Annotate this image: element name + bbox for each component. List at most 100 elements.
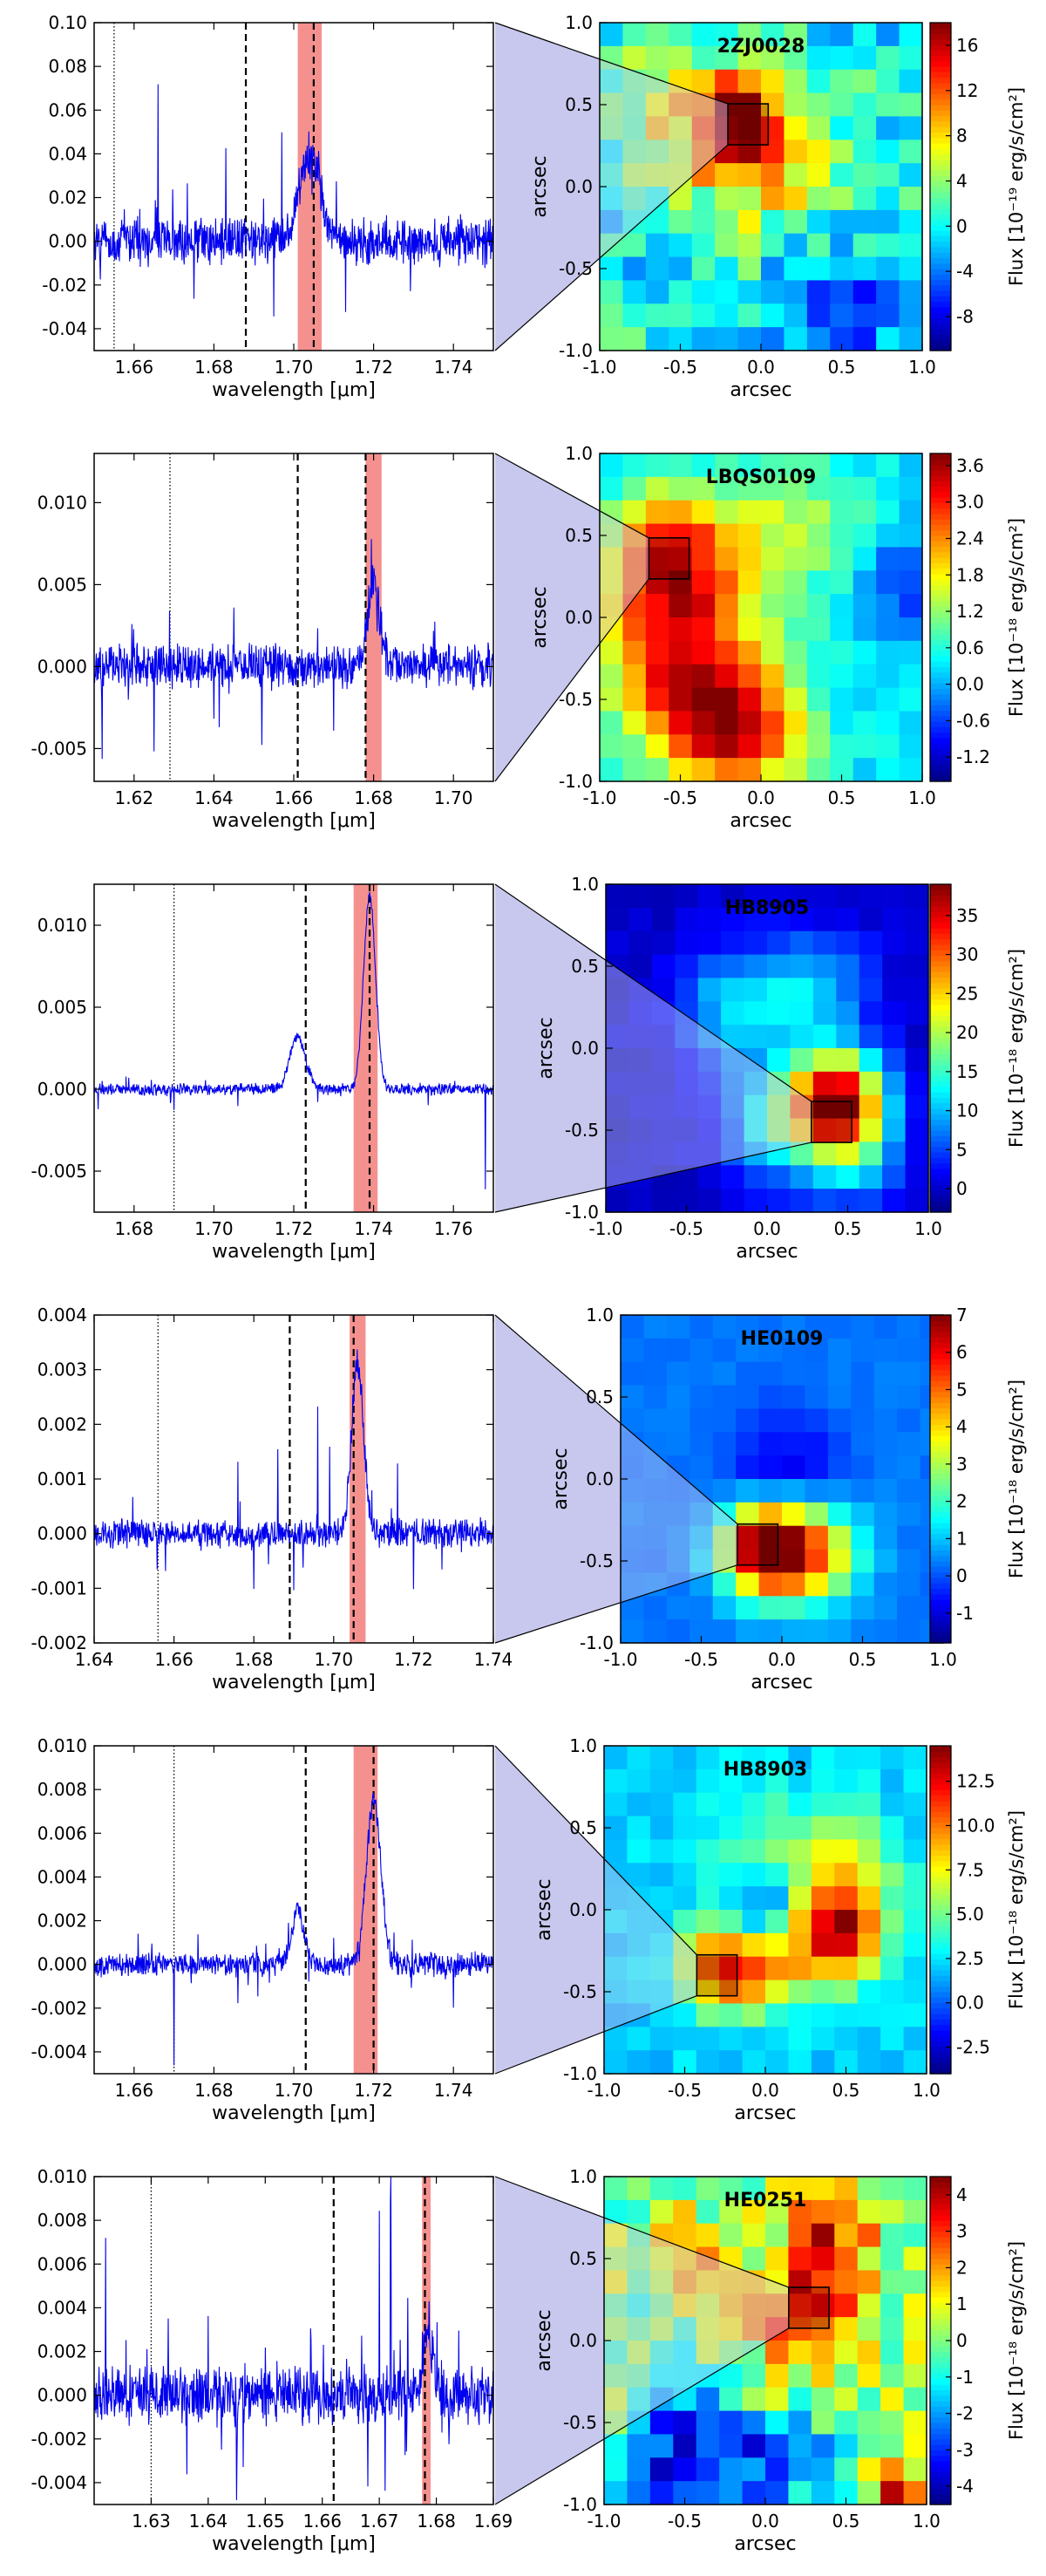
colorbar-step <box>930 66 951 72</box>
map-xtick-label: -1.0 <box>587 2511 621 2532</box>
colorbar-step <box>930 1855 951 1862</box>
spectrum-background <box>94 1315 493 1643</box>
heatmap-cell <box>851 1315 875 1339</box>
heatmap-cell <box>851 1338 875 1363</box>
heatmap-cell <box>767 1094 791 1120</box>
heatmap-cell <box>873 1315 898 1339</box>
heatmap-cell <box>697 954 722 979</box>
colorbar-step <box>930 1048 951 1054</box>
heatmap-cell <box>788 2177 812 2201</box>
heatmap-cell <box>696 2270 720 2294</box>
heatmap-cell <box>903 1886 927 1911</box>
colorbar-step <box>930 628 951 635</box>
xtick-label: 1.68 <box>115 1218 154 1239</box>
xtick-label: 1.74 <box>354 1218 393 1239</box>
heatmap-cell <box>805 1315 829 1339</box>
map-ytick-label: 1.0 <box>571 874 599 895</box>
heatmap-cell <box>767 1189 791 1213</box>
heatmap-cell <box>622 140 647 164</box>
heatmap-cell <box>765 1792 790 1817</box>
heatmap-cell <box>715 734 739 759</box>
heatmap-cell <box>691 500 716 525</box>
heatmap-cell <box>719 2246 744 2272</box>
heatmap-cell <box>761 570 785 595</box>
heatmap-cell <box>857 1863 881 1887</box>
colorbar-step <box>930 998 951 1005</box>
colorbar-step <box>930 775 951 782</box>
colorbar-step <box>930 1577 951 1584</box>
heatmap-cell <box>761 163 785 187</box>
colorbar-tick-label: 5 <box>956 1139 968 1160</box>
colorbar-step <box>930 1010 951 1016</box>
colorbar-step <box>930 1080 951 1087</box>
heatmap-cell <box>673 2457 697 2482</box>
heatmap-cell <box>903 2223 927 2248</box>
heatmap-cell <box>719 2003 744 2027</box>
colorbar-frame <box>929 22 952 351</box>
heatmap-cell <box>880 2293 905 2318</box>
heatmap-cell <box>712 1479 737 1503</box>
heatmap-cell <box>645 92 669 118</box>
heatmap-cell <box>696 1932 720 1958</box>
heatmap-cell <box>899 45 923 71</box>
heatmap-cell <box>811 1816 835 1841</box>
heatmap-cell <box>765 2027 790 2051</box>
heatmap-cell <box>669 594 693 618</box>
colorbar-step <box>930 2318 951 2325</box>
heatmap-cell <box>645 547 669 571</box>
colorbar-step <box>930 1026 951 1032</box>
heatmap-cell <box>649 2027 674 2051</box>
heatmap-cell <box>805 1619 829 1644</box>
heatmap-cell <box>744 884 768 909</box>
heatmap-cell <box>721 1001 745 1026</box>
heatmap-cell <box>811 2293 835 2318</box>
heatmap-cell <box>767 1165 791 1189</box>
heatmap-cell <box>627 1863 651 1887</box>
heatmap-cell <box>628 1001 653 1026</box>
heatmap-cell <box>669 453 693 478</box>
heatmap-cell <box>622 617 647 642</box>
zoom-connector-overlay <box>495 23 729 351</box>
heatmap-cell <box>719 2387 744 2412</box>
heatmap-cell <box>604 2434 628 2458</box>
colorbar-tick-label: -8 <box>956 306 974 327</box>
colorbar-step <box>930 137 951 144</box>
heatmap-cell <box>806 163 831 187</box>
heatmap-cell <box>696 2317 720 2341</box>
heatmap-cell <box>859 1094 883 1120</box>
colorbar-step <box>930 508 951 515</box>
heatmap-cell <box>715 187 739 211</box>
heatmap-cell <box>880 2270 905 2294</box>
heatmap-cell <box>788 2270 812 2294</box>
xtick-label: 1.70 <box>194 1218 234 1239</box>
heatmap-cell <box>811 1886 835 1911</box>
heatmap-cell <box>857 2293 881 2318</box>
xtick-label: 1.66 <box>154 1649 194 1670</box>
heatmap-cell <box>827 1525 852 1550</box>
heatmap-cell <box>621 1361 645 1387</box>
heatmap-cell <box>765 2317 790 2341</box>
heatmap-cell <box>622 280 647 304</box>
heatmap-cell <box>622 547 647 571</box>
colorbar-step <box>930 557 951 563</box>
connector-line-bottom <box>494 1995 697 2075</box>
xtick-label: 1.68 <box>194 357 234 378</box>
colorbar-step <box>930 1898 951 1905</box>
heatmap-cell <box>649 1863 674 1887</box>
heatmap-cell <box>857 2457 881 2482</box>
colorbar-step <box>930 2029 951 2036</box>
connector-line-top <box>494 453 649 539</box>
heatmap-cell <box>643 1408 668 1433</box>
heatmap-cell <box>788 2317 812 2341</box>
colorbar-step <box>930 906 951 912</box>
heatmap-cell <box>715 92 739 118</box>
heatmap-cell <box>903 2341 927 2365</box>
heatmap-cell <box>852 664 877 689</box>
ytick-label: -0.005 <box>31 1161 87 1182</box>
colorbar-step <box>930 671 951 678</box>
heatmap-cell <box>628 1118 653 1143</box>
heatmap-cell <box>903 1792 927 1817</box>
heatmap-cell <box>830 453 854 478</box>
heatmap-cell <box>767 1118 791 1143</box>
heatmap-cell <box>876 547 900 571</box>
